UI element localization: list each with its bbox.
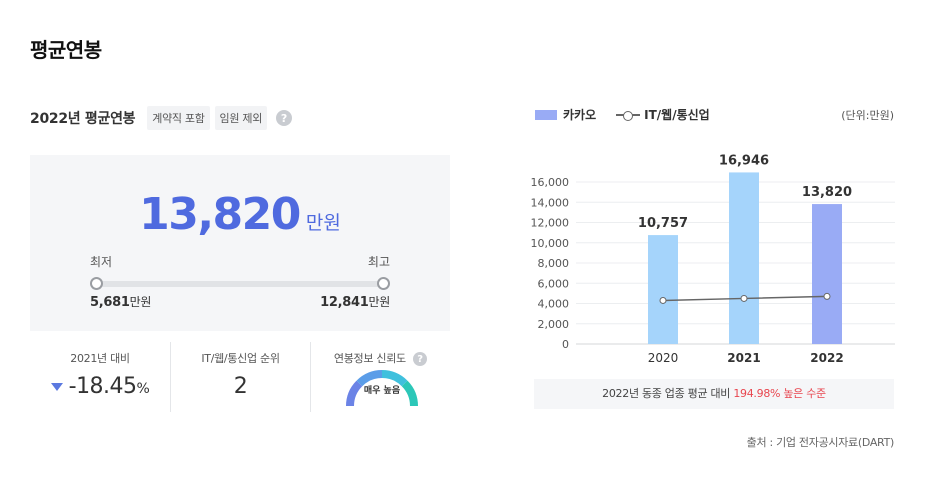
stat-reliability: 연봉정보 신뢰도 ? 매우 높음 bbox=[310, 342, 450, 412]
range-max-value: 12,841만원 bbox=[320, 293, 390, 310]
y-tick-label: 8,000 bbox=[538, 257, 570, 270]
chart-legend: 카카오 IT/웹/통신업 bbox=[535, 106, 710, 123]
range-min-label: 최저 bbox=[90, 255, 113, 269]
chart-unit-note: (단위:만원) bbox=[841, 109, 894, 122]
rank-label: IT/웹/통신업 순위 bbox=[201, 352, 280, 365]
reliability-value: 매우 높음 bbox=[363, 386, 401, 396]
industry-compare-box: 2022년 동종 업종 평균 대비 194.98% 높은 수준 bbox=[534, 379, 894, 409]
industry-point bbox=[659, 296, 667, 304]
y-tick-label: 6,000 bbox=[538, 277, 570, 290]
bar-value-label: 13,820 bbox=[802, 185, 852, 200]
range-min-unit: 만원 bbox=[129, 295, 152, 309]
bar-value-label: 10,757 bbox=[638, 216, 688, 231]
y-tick-label: 16,000 bbox=[531, 176, 570, 189]
reliability-gauge: 매우 높음 bbox=[346, 370, 418, 412]
range-max-label: 최고 bbox=[367, 255, 390, 269]
reliability-help-icon[interactable]: ? bbox=[413, 352, 428, 366]
y-tick-label: 2,000 bbox=[538, 318, 570, 331]
gauge-arc-icon bbox=[346, 370, 418, 407]
range-min-value: 5,681만원 bbox=[90, 293, 151, 310]
source-note: 출처 : 기업 전자공시자료(DART) bbox=[746, 436, 895, 449]
yoy-value: -18.45% bbox=[30, 374, 170, 399]
stats-row: 2021년 대비 -18.45% IT/웹/통신업 순위 2 연봉정보 신뢰도 … bbox=[30, 342, 450, 412]
y-tick-label: 14,000 bbox=[531, 196, 570, 209]
page-title: 평균연봉 bbox=[30, 38, 102, 62]
range-max-unit: 만원 bbox=[368, 295, 391, 309]
y-tick-label: 4,000 bbox=[538, 298, 570, 311]
average-salary-unit: 만원 bbox=[305, 212, 341, 234]
summary-header: 2022년 평균연봉 계약직 포함 임원 제외 ? bbox=[30, 106, 293, 130]
industry-point bbox=[740, 294, 748, 302]
bar bbox=[812, 204, 842, 344]
chip-executive-excluded: 임원 제외 bbox=[214, 106, 268, 130]
average-salary: 13,820 만원 bbox=[30, 189, 450, 240]
x-tick-label: 2020 bbox=[648, 351, 679, 365]
x-tick-label: 2021 bbox=[727, 351, 760, 365]
chip-contract-included: 계약직 포함 bbox=[147, 106, 210, 130]
range-min-number: 5,681 bbox=[90, 295, 130, 310]
yoy-unit: % bbox=[136, 381, 150, 397]
yoy-label: 2021년 대비 bbox=[70, 352, 130, 365]
stat-rank: IT/웹/통신업 순위 2 bbox=[170, 342, 310, 412]
bar bbox=[648, 235, 678, 344]
legend-line-label: IT/웹/통신업 bbox=[644, 108, 710, 122]
legend-bar-label: 카카오 bbox=[563, 108, 597, 122]
summary-title: 2022년 평균연봉 bbox=[30, 111, 136, 127]
salary-bar-chart: 0 2,000 4,000 6,000 8,000 10,000 12,000 14,000 1… bbox=[531, 153, 895, 365]
yoy-number: -18.45 bbox=[68, 374, 137, 399]
industry-point bbox=[823, 292, 831, 300]
y-tick-label: 0 bbox=[562, 338, 569, 351]
legend-bar-swatch bbox=[535, 109, 557, 120]
reliability-label-row: 연봉정보 신뢰도 ? bbox=[311, 350, 450, 366]
bar-value-label: 16,946 bbox=[719, 153, 769, 168]
range-max-number: 12,841 bbox=[320, 295, 369, 310]
legend-line-swatch bbox=[616, 110, 641, 121]
x-tick-label: 2022 bbox=[810, 351, 843, 365]
down-arrow-icon bbox=[50, 383, 63, 391]
salary-range-track bbox=[96, 281, 384, 287]
stat-yoy: 2021년 대비 -18.45% bbox=[30, 342, 170, 412]
bar bbox=[729, 172, 759, 344]
y-tick-label: 10,000 bbox=[531, 237, 570, 250]
compare-highlight: 194.98% 높은 수준 bbox=[733, 387, 826, 400]
reliability-label: 연봉정보 신뢰도 bbox=[333, 352, 406, 365]
salary-summary-box: 13,820 만원 최저 최고 5,681만원 12,841만원 bbox=[30, 155, 450, 331]
range-max-marker bbox=[377, 277, 390, 290]
range-min-marker bbox=[90, 277, 103, 290]
compare-prefix: 2022년 동종 업종 평균 대비 bbox=[602, 387, 734, 400]
rank-value: 2 bbox=[233, 374, 248, 399]
average-salary-value: 13,820 bbox=[139, 189, 301, 240]
help-icon[interactable]: ? bbox=[276, 110, 293, 126]
y-tick-label: 12,000 bbox=[531, 217, 570, 230]
